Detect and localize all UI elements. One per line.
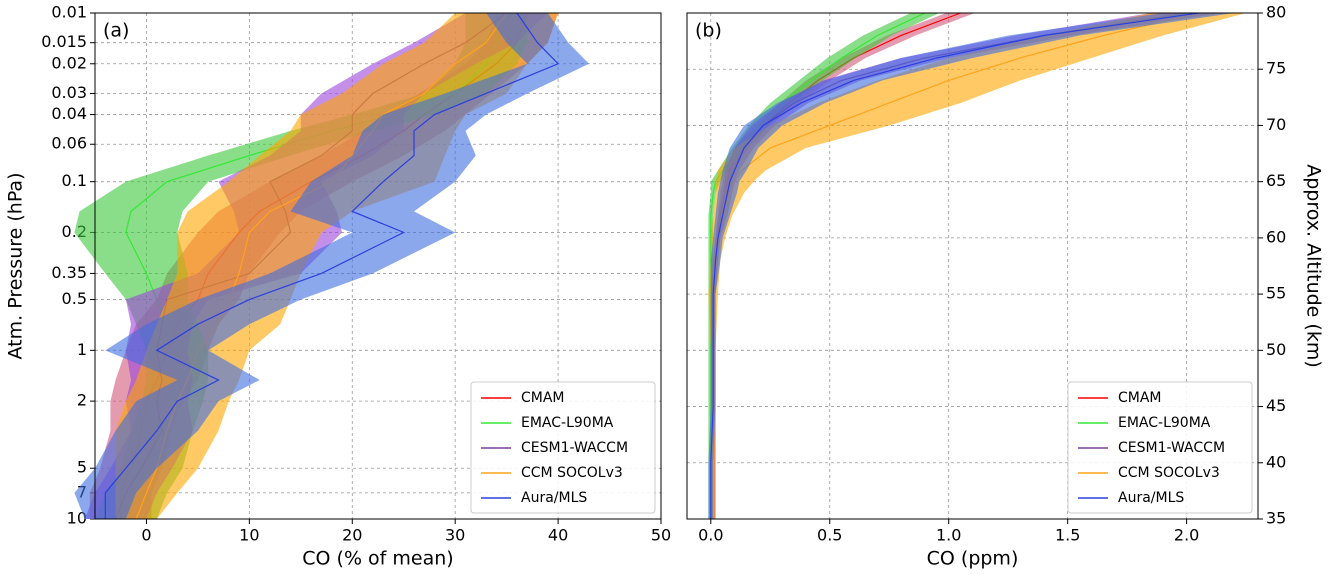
legend-label: CESM1-WACCM (521, 440, 628, 456)
x-tick-label: 0.0 (698, 526, 723, 545)
panel-label: (b) (695, 20, 722, 42)
x-tick-label: 30 (445, 526, 465, 545)
y2-tick-label: 35 (1266, 509, 1286, 528)
x-tick-label: 10 (239, 526, 259, 545)
legend-label: CMAM (521, 390, 565, 406)
y2-tick-label: 60 (1266, 227, 1286, 246)
x-tick-label: 2.0 (1174, 526, 1199, 545)
panel: 0 10 20 30 40 50 0.01 0.015 0.02 0.03 0.04 0.06 0.1 0… (5, 3, 672, 570)
x-tick-label: 40 (548, 526, 568, 545)
y-tick-label: 0.1 (62, 171, 87, 190)
x-axis-label: CO (ppm) (927, 548, 1019, 570)
y-tick-label: 10 (67, 509, 87, 528)
y2-tick-label: 70 (1266, 115, 1286, 134)
y2-axis-label: Approx. Altitude (km) (1303, 164, 1325, 368)
legend-label: EMAC-L90MA (1118, 415, 1211, 431)
y2-tick-label: 50 (1266, 340, 1286, 359)
legend-label: CMAM (1118, 390, 1162, 406)
y-tick-label: 0.04 (51, 104, 87, 123)
panel-label: (a) (103, 20, 129, 42)
y-tick-label: 0.02 (51, 53, 87, 72)
x-tick-label: 1.0 (936, 526, 961, 545)
y-tick-label: 0.01 (51, 3, 87, 22)
legend-label: Aura/MLS (1118, 490, 1184, 506)
y-tick-label: 2 (77, 391, 87, 410)
y2-tick-label: 80 (1266, 3, 1286, 22)
legend-label: CCM SOCOLv3 (1118, 465, 1220, 481)
y-tick-label: 0.5 (62, 289, 87, 308)
y-axis-label: Atm. Pressure (hPa) (5, 173, 27, 360)
band (74, 13, 589, 519)
y-tick-label: 0.06 (51, 134, 87, 153)
plot-frame (686, 12, 1259, 520)
legend-label: CCM SOCOLv3 (521, 465, 623, 481)
y2-tick-label: 55 (1266, 284, 1286, 303)
legend-label: Aura/MLS (521, 490, 587, 506)
line (104, 12, 560, 519)
y-tick-label: 5 (77, 458, 87, 477)
x-tick-label: 0.5 (817, 526, 842, 545)
legend-box (470, 381, 656, 514)
y2-tick-label: 45 (1266, 396, 1286, 415)
x-tick-label: 0 (141, 526, 151, 545)
y2-tick-label: 75 (1266, 59, 1286, 78)
y-tick-label: 0.015 (41, 32, 87, 51)
legend-box (1067, 381, 1253, 514)
x-tick-label: 1.5 (1055, 526, 1080, 545)
y-tick-label: 1 (77, 340, 87, 359)
plot-frame (94, 12, 662, 520)
x-tick-label: 20 (342, 526, 362, 545)
y2-tick-label: 65 (1266, 171, 1286, 190)
y-tick-label: 0.03 (51, 83, 87, 102)
y2-tick-label: 40 (1266, 452, 1286, 471)
legend-label: CESM1-WACCM (1118, 440, 1225, 456)
panel: 0.0 0.5 1.0 1.5 2.0 35 40 45 50 55 60 65 70 75 80 CMAM E… (686, 3, 1325, 570)
legend-label: EMAC-L90MA (521, 415, 614, 431)
line (710, 12, 1199, 519)
x-axis-label: CO (% of mean) (302, 548, 453, 570)
x-tick-label: 50 (651, 526, 671, 545)
y-tick-label: 0.35 (51, 263, 87, 282)
